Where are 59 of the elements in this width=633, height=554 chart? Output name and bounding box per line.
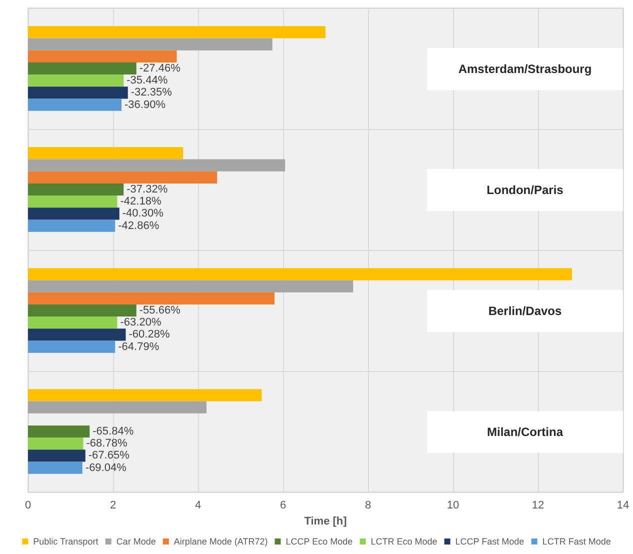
annotation: -42.86% xyxy=(118,220,160,232)
legend-label: LCTR Eco Mode xyxy=(370,536,438,546)
annotation: -55.66% xyxy=(139,304,181,316)
annotation: -40.30% xyxy=(122,208,164,220)
bar xyxy=(28,268,572,280)
bar xyxy=(28,438,84,450)
annotation: -65.84% xyxy=(92,426,134,438)
annotation: -36.90% xyxy=(124,98,166,111)
annotation: -67.65% xyxy=(88,450,130,462)
bar xyxy=(28,86,128,99)
bar xyxy=(28,147,184,160)
x-tick-label: 8 xyxy=(364,500,372,512)
bar xyxy=(28,26,326,38)
bar xyxy=(28,450,86,462)
annotation: -64.79% xyxy=(118,340,160,353)
legend-label: LCCP Fast Mode xyxy=(455,536,524,546)
legend-label: Car Mode xyxy=(116,536,156,546)
bar xyxy=(28,304,136,317)
bar xyxy=(28,50,177,62)
bar xyxy=(28,38,272,50)
legend-label: LCTR Fast Mode xyxy=(542,536,611,546)
annotation: -35.44% xyxy=(126,74,168,87)
x-tick-label: 6 xyxy=(280,500,286,512)
x-tick-label: 12 xyxy=(532,500,544,512)
legend-label: Public Transport xyxy=(33,536,99,546)
annotation: -68.78% xyxy=(86,438,128,450)
bar xyxy=(28,171,218,184)
annotation: -69.04% xyxy=(85,462,127,474)
legend-label: LCCP Eco Mode xyxy=(286,536,353,546)
bar xyxy=(28,98,122,111)
bar xyxy=(28,328,126,341)
bar xyxy=(28,340,116,353)
annotation: -37.32% xyxy=(126,184,168,196)
bar xyxy=(28,208,120,220)
x-tick-label: 4 xyxy=(194,500,202,512)
bar xyxy=(28,159,286,172)
bar xyxy=(28,292,274,304)
x-tick-label: 2 xyxy=(110,500,116,512)
x-axis-title: Time [h] xyxy=(304,515,348,528)
bar xyxy=(28,62,136,75)
bar xyxy=(28,196,118,208)
annotation: -63.20% xyxy=(120,316,162,329)
annotation: -42.18% xyxy=(120,196,162,208)
x-tick-label: 0 xyxy=(24,500,32,512)
bar xyxy=(28,183,124,196)
legend-label: Airplane Mode (ATR72) xyxy=(174,536,268,546)
bar xyxy=(28,401,206,414)
annotation: -32.35% xyxy=(130,86,172,99)
bar xyxy=(28,462,82,474)
x-tick-label: 14 xyxy=(616,500,630,512)
bar xyxy=(28,316,118,329)
bar xyxy=(28,280,354,292)
annotation: -60.28% xyxy=(128,328,170,341)
x-tick-label: 10 xyxy=(446,500,460,512)
annotation: -27.46% xyxy=(139,62,181,74)
bar xyxy=(28,389,262,402)
bar xyxy=(28,220,116,232)
bar xyxy=(28,74,124,87)
bar xyxy=(28,425,90,438)
